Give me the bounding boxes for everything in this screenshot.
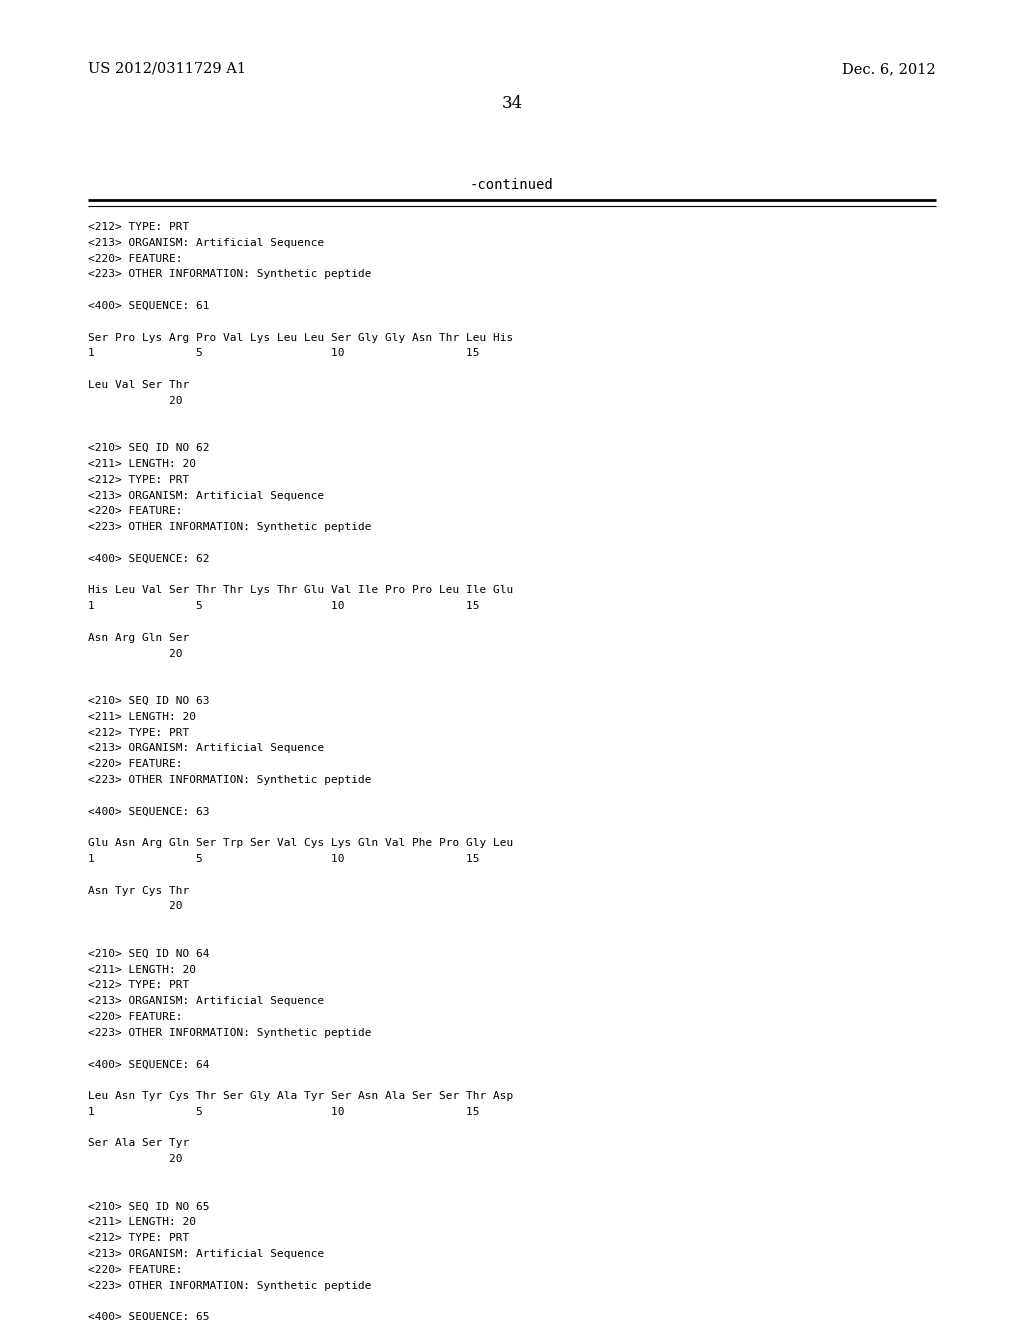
Text: 34: 34 bbox=[502, 95, 522, 112]
Text: 20: 20 bbox=[88, 648, 182, 659]
Text: 20: 20 bbox=[88, 902, 182, 911]
Text: <211> LENGTH: 20: <211> LENGTH: 20 bbox=[88, 459, 196, 469]
Text: <213> ORGANISM: Artificial Sequence: <213> ORGANISM: Artificial Sequence bbox=[88, 743, 325, 754]
Text: <220> FEATURE:: <220> FEATURE: bbox=[88, 253, 182, 264]
Text: Ser Ala Ser Tyr: Ser Ala Ser Tyr bbox=[88, 1138, 189, 1148]
Text: 20: 20 bbox=[88, 396, 182, 405]
Text: <223> OTHER INFORMATION: Synthetic peptide: <223> OTHER INFORMATION: Synthetic pepti… bbox=[88, 775, 372, 785]
Text: <210> SEQ ID NO 64: <210> SEQ ID NO 64 bbox=[88, 949, 210, 958]
Text: <220> FEATURE:: <220> FEATURE: bbox=[88, 1265, 182, 1275]
Text: Dec. 6, 2012: Dec. 6, 2012 bbox=[843, 62, 936, 77]
Text: <223> OTHER INFORMATION: Synthetic peptide: <223> OTHER INFORMATION: Synthetic pepti… bbox=[88, 1028, 372, 1038]
Text: <213> ORGANISM: Artificial Sequence: <213> ORGANISM: Artificial Sequence bbox=[88, 1249, 325, 1259]
Text: 1               5                   10                  15: 1 5 10 15 bbox=[88, 1106, 479, 1117]
Text: <212> TYPE: PRT: <212> TYPE: PRT bbox=[88, 1233, 189, 1243]
Text: <212> TYPE: PRT: <212> TYPE: PRT bbox=[88, 727, 189, 738]
Text: <220> FEATURE:: <220> FEATURE: bbox=[88, 507, 182, 516]
Text: <212> TYPE: PRT: <212> TYPE: PRT bbox=[88, 222, 189, 232]
Text: Asn Tyr Cys Thr: Asn Tyr Cys Thr bbox=[88, 886, 189, 895]
Text: <400> SEQUENCE: 64: <400> SEQUENCE: 64 bbox=[88, 1060, 210, 1069]
Text: 1               5                   10                  15: 1 5 10 15 bbox=[88, 348, 479, 359]
Text: Leu Val Ser Thr: Leu Val Ser Thr bbox=[88, 380, 189, 389]
Text: <223> OTHER INFORMATION: Synthetic peptide: <223> OTHER INFORMATION: Synthetic pepti… bbox=[88, 523, 372, 532]
Text: 1               5                   10                  15: 1 5 10 15 bbox=[88, 601, 479, 611]
Text: <211> LENGTH: 20: <211> LENGTH: 20 bbox=[88, 1217, 196, 1228]
Text: <220> FEATURE:: <220> FEATURE: bbox=[88, 759, 182, 770]
Text: -continued: -continued bbox=[470, 178, 554, 191]
Text: His Leu Val Ser Thr Thr Lys Thr Glu Val Ile Pro Pro Leu Ile Glu: His Leu Val Ser Thr Thr Lys Thr Glu Val … bbox=[88, 585, 513, 595]
Text: Leu Asn Tyr Cys Thr Ser Gly Ala Tyr Ser Asn Ala Ser Ser Thr Asp: Leu Asn Tyr Cys Thr Ser Gly Ala Tyr Ser … bbox=[88, 1092, 513, 1101]
Text: <400> SEQUENCE: 65: <400> SEQUENCE: 65 bbox=[88, 1312, 210, 1320]
Text: Asn Arg Gln Ser: Asn Arg Gln Ser bbox=[88, 632, 189, 643]
Text: <223> OTHER INFORMATION: Synthetic peptide: <223> OTHER INFORMATION: Synthetic pepti… bbox=[88, 1280, 372, 1291]
Text: US 2012/0311729 A1: US 2012/0311729 A1 bbox=[88, 62, 246, 77]
Text: <210> SEQ ID NO 62: <210> SEQ ID NO 62 bbox=[88, 444, 210, 453]
Text: 1               5                   10                  15: 1 5 10 15 bbox=[88, 854, 479, 865]
Text: <213> ORGANISM: Artificial Sequence: <213> ORGANISM: Artificial Sequence bbox=[88, 997, 325, 1006]
Text: <400> SEQUENCE: 62: <400> SEQUENCE: 62 bbox=[88, 554, 210, 564]
Text: <212> TYPE: PRT: <212> TYPE: PRT bbox=[88, 981, 189, 990]
Text: <211> LENGTH: 20: <211> LENGTH: 20 bbox=[88, 711, 196, 722]
Text: <213> ORGANISM: Artificial Sequence: <213> ORGANISM: Artificial Sequence bbox=[88, 238, 325, 248]
Text: <213> ORGANISM: Artificial Sequence: <213> ORGANISM: Artificial Sequence bbox=[88, 491, 325, 500]
Text: <210> SEQ ID NO 63: <210> SEQ ID NO 63 bbox=[88, 696, 210, 706]
Text: <220> FEATURE:: <220> FEATURE: bbox=[88, 1012, 182, 1022]
Text: <210> SEQ ID NO 65: <210> SEQ ID NO 65 bbox=[88, 1201, 210, 1212]
Text: <400> SEQUENCE: 63: <400> SEQUENCE: 63 bbox=[88, 807, 210, 817]
Text: <400> SEQUENCE: 61: <400> SEQUENCE: 61 bbox=[88, 301, 210, 312]
Text: Glu Asn Arg Gln Ser Trp Ser Val Cys Lys Gln Val Phe Pro Gly Leu: Glu Asn Arg Gln Ser Trp Ser Val Cys Lys … bbox=[88, 838, 513, 849]
Text: <223> OTHER INFORMATION: Synthetic peptide: <223> OTHER INFORMATION: Synthetic pepti… bbox=[88, 269, 372, 280]
Text: 20: 20 bbox=[88, 1154, 182, 1164]
Text: <212> TYPE: PRT: <212> TYPE: PRT bbox=[88, 475, 189, 484]
Text: Ser Pro Lys Arg Pro Val Lys Leu Leu Ser Gly Gly Asn Thr Leu His: Ser Pro Lys Arg Pro Val Lys Leu Leu Ser … bbox=[88, 333, 513, 343]
Text: <211> LENGTH: 20: <211> LENGTH: 20 bbox=[88, 965, 196, 974]
